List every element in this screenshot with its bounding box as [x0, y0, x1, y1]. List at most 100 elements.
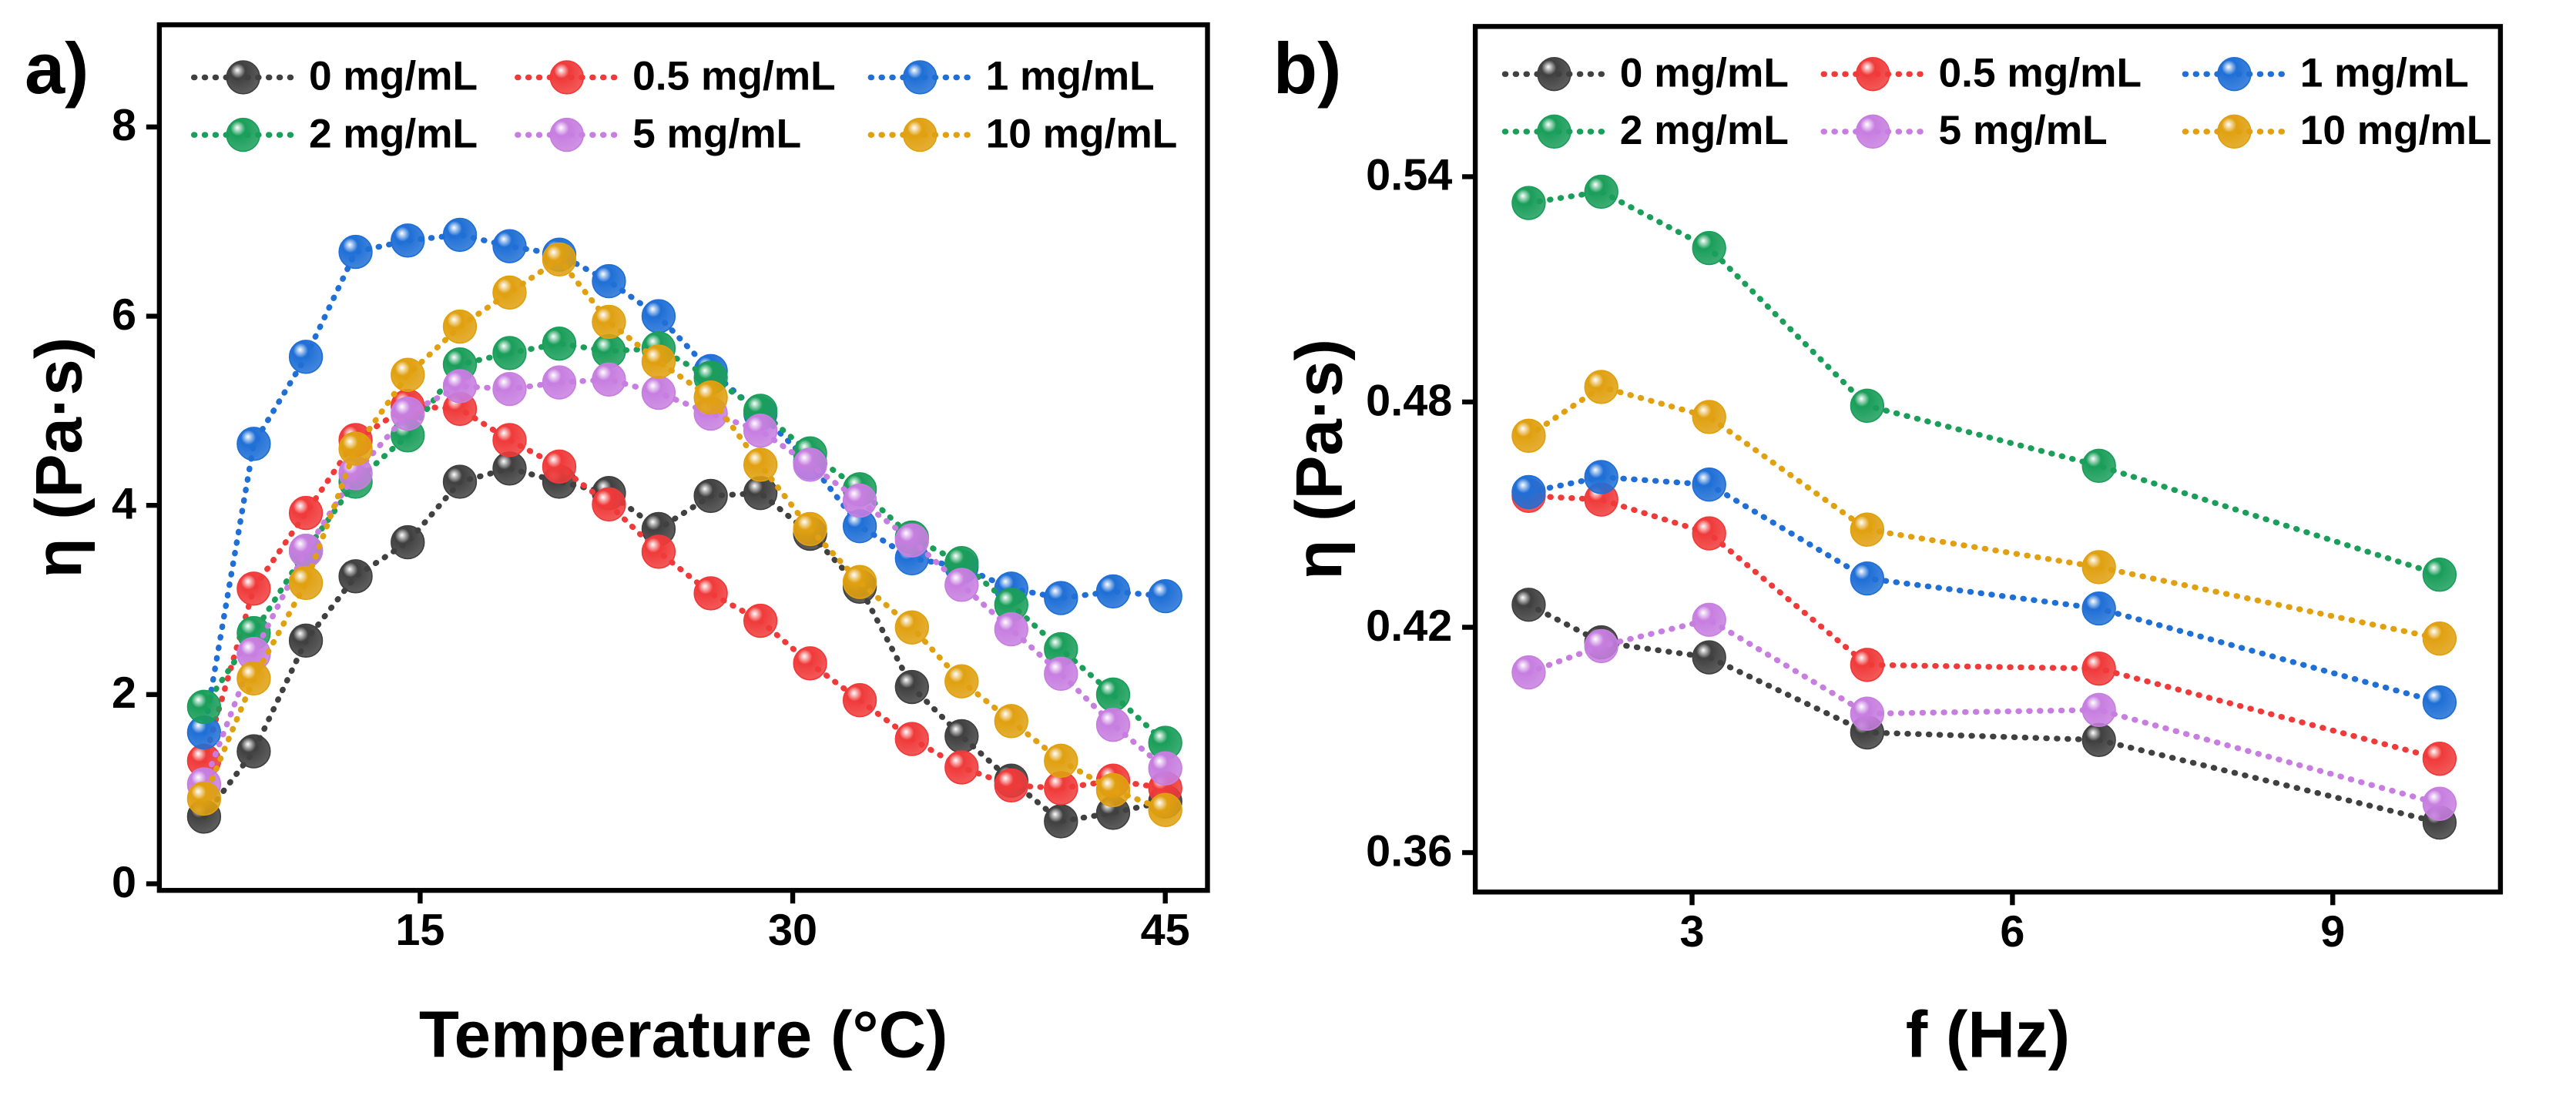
data-point: [2422, 621, 2457, 656]
data-point: [1511, 418, 1546, 454]
y-tick-label: 6: [112, 290, 136, 340]
data-point: [1584, 460, 1618, 494]
data-point: [442, 369, 478, 404]
panel-label: a): [25, 28, 89, 109]
data-point: [2422, 558, 2457, 592]
data-point: [288, 623, 324, 658]
data-point: [442, 217, 478, 253]
y-axis-label: η (Pa·s): [23, 337, 96, 578]
data-point: [1584, 370, 1618, 404]
legend-label: 10 mg/mL: [2300, 108, 2492, 153]
data-point: [288, 340, 324, 374]
data-point: [944, 664, 979, 699]
data-point: [641, 344, 676, 379]
data-point: [1850, 696, 1885, 731]
panel-label: b): [1273, 28, 1342, 109]
y-tick-label: 4: [112, 480, 136, 529]
data-point: [2081, 692, 2116, 727]
data-point: [542, 365, 577, 400]
data-point: [793, 646, 827, 681]
legend-label: 2 mg/mL: [309, 111, 478, 156]
data-point: [1584, 628, 1618, 664]
data-point: [492, 371, 527, 407]
series-line: [1525, 474, 2443, 705]
data-point: [492, 229, 527, 263]
data-point: [944, 719, 979, 754]
data-point: [994, 704, 1028, 739]
data-point: [2081, 448, 2116, 484]
y-tick-label: 2: [112, 668, 136, 718]
data-point: [592, 362, 626, 397]
data-point: [1044, 581, 1078, 615]
data-point: [288, 495, 324, 531]
x-tick-label: 30: [768, 906, 817, 955]
data-point: [592, 487, 626, 522]
legend-marker: [1856, 57, 1890, 92]
data-point: [2422, 741, 2457, 776]
data-point: [1692, 516, 1726, 551]
data-point: [693, 478, 728, 514]
x-tick-label: 9: [2320, 907, 2345, 957]
data-point: [1692, 230, 1726, 266]
x-axis-label: Temperature (°C): [419, 999, 948, 1072]
plot-frame: [156, 22, 1210, 893]
data-point: [793, 511, 827, 547]
data-point: [391, 524, 425, 560]
legend-marker: [226, 117, 260, 152]
data-point: [743, 603, 778, 638]
data-point: [391, 396, 425, 431]
data-point: [2081, 550, 2116, 585]
data-point: [894, 610, 929, 645]
y-tick-label: 8: [112, 101, 136, 150]
data-point: [2081, 591, 2116, 626]
data-point: [338, 559, 373, 594]
legend-marker: [226, 60, 260, 95]
data-point: [1850, 388, 1885, 424]
data-point: [236, 661, 271, 696]
legend-marker: [549, 117, 584, 152]
legend-marker: [2217, 114, 2252, 149]
data-point: [492, 423, 527, 457]
legend-label: 0.5 mg/mL: [1939, 50, 2142, 95]
y-tick-label: 0: [112, 858, 136, 907]
data-point: [944, 568, 979, 602]
data-point: [2422, 786, 2457, 821]
data-point: [1692, 467, 1726, 502]
data-point: [1095, 707, 1131, 742]
legend-marker: [1856, 114, 1890, 149]
data-point: [641, 375, 676, 410]
data-point: [894, 523, 929, 558]
data-point: [994, 611, 1028, 647]
legend-label: 0.5 mg/mL: [632, 54, 836, 99]
data-point: [1584, 174, 1618, 209]
legend-marker: [549, 60, 584, 95]
data-point: [1850, 561, 1885, 596]
y-tick-label: 0.36: [1366, 826, 1452, 876]
y-tick-label: 0.48: [1366, 376, 1452, 425]
data-point: [1095, 772, 1131, 808]
data-point: [1850, 648, 1885, 682]
data-point: [743, 413, 778, 448]
data-point: [894, 722, 929, 756]
legend-label: 5 mg/mL: [632, 111, 801, 156]
data-point: [288, 533, 324, 568]
data-point: [338, 234, 373, 270]
data-point: [1044, 804, 1078, 839]
data-point: [994, 768, 1028, 802]
x-tick-label: 45: [1141, 906, 1190, 955]
legend-label: 1 mg/mL: [986, 54, 1155, 99]
data-point: [894, 669, 929, 705]
data-point: [1511, 588, 1546, 622]
series-line: [1525, 616, 2443, 807]
legend-label: 1 mg/mL: [2300, 50, 2469, 95]
data-point: [1511, 655, 1546, 690]
data-point: [288, 565, 324, 601]
series-line: [1525, 384, 2443, 642]
data-point: [391, 223, 425, 258]
data-point: [1148, 578, 1182, 614]
plot-frame: [1472, 24, 2504, 895]
x-axis-label: f (Hz): [1906, 999, 2070, 1072]
legend-label: 0 mg/mL: [1620, 50, 1789, 95]
data-point: [1511, 186, 1546, 220]
data-point: [2422, 685, 2457, 720]
